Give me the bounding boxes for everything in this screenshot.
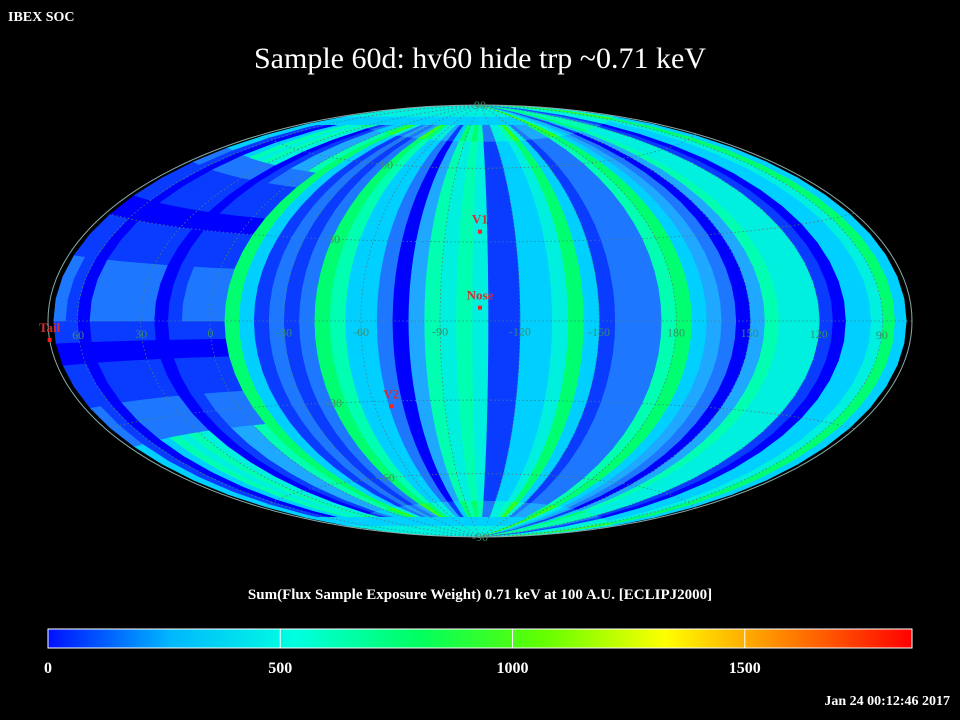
app-label: IBEX SOC bbox=[8, 10, 75, 25]
marker-nose-label: Nose bbox=[467, 288, 494, 303]
graticule-label: -120 bbox=[509, 325, 531, 339]
graticule-label: 180 bbox=[667, 325, 685, 339]
graticule-label: -30 bbox=[326, 396, 342, 410]
graticule-label: 60 bbox=[381, 157, 393, 171]
marker-tail-point bbox=[47, 337, 52, 342]
graticule bbox=[53, 105, 912, 537]
map-outline bbox=[47, 104, 913, 538]
marker-v2-point bbox=[389, 404, 394, 409]
colorbar-ticks bbox=[279, 629, 746, 648]
graticule-label: 120 bbox=[810, 327, 828, 341]
map-title: Sample 60d: hv60 hide trp ~0.71 keV bbox=[253, 42, 706, 75]
colorbar-title: Sum(Flux Sample Exposure Weight) 0.71 ke… bbox=[247, 587, 713, 603]
marker-v1-point bbox=[478, 229, 482, 234]
marker-v2-label: V2 bbox=[383, 386, 399, 401]
marker-tail-label: Tail bbox=[39, 320, 61, 335]
timestamp: Jan 24 00:12:46 2017 bbox=[824, 694, 950, 709]
graticule-label: 0 bbox=[207, 326, 213, 340]
graticule-label: -60 bbox=[379, 471, 395, 485]
graticule-label: 30 bbox=[328, 232, 340, 246]
colorbar-tick-label: 0 bbox=[44, 660, 52, 677]
graticule-label: -60 bbox=[353, 325, 369, 339]
graticule-label: -30 bbox=[276, 325, 292, 339]
colorbar-tick-label: 500 bbox=[268, 660, 293, 677]
graticule-label: 150 bbox=[741, 326, 759, 340]
graticule-label: 60 bbox=[72, 328, 84, 342]
colorbar bbox=[47, 628, 913, 649]
map-markers: V1 Nose V2 Tail bbox=[39, 212, 494, 409]
graticule-label: -90 bbox=[472, 530, 488, 544]
marker-v1-label: V1 bbox=[472, 212, 488, 227]
graticule-label: 30 bbox=[135, 327, 147, 341]
marker-nose-point bbox=[478, 305, 482, 310]
graticule-labels: 60 30 0 -30 -60 -90 -120 -150 180 150 120 90 90 60 30 -… bbox=[72, 98, 888, 544]
colorbar-tick-label: 1500 bbox=[728, 660, 761, 677]
graticule-label: -90 bbox=[432, 325, 448, 339]
graticule-label: 90 bbox=[474, 98, 486, 112]
flux-map-pixels bbox=[53, 105, 907, 537]
graticule-label: 90 bbox=[876, 328, 888, 342]
graticule-label: -150 bbox=[588, 325, 610, 339]
colorbar-tick-label: 1000 bbox=[496, 660, 529, 677]
